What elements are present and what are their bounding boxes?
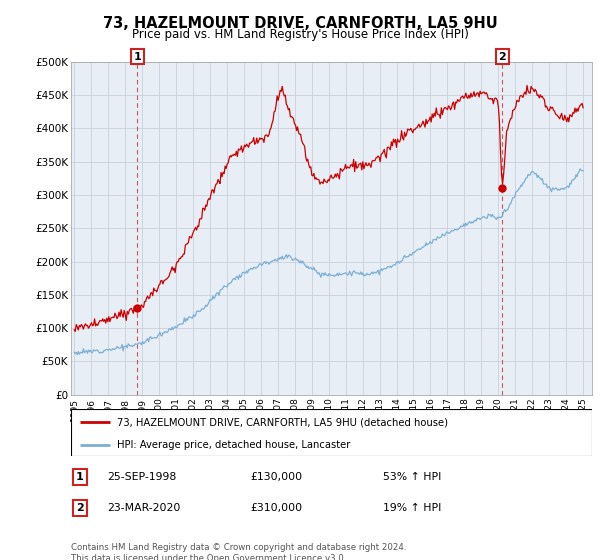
Text: Price paid vs. HM Land Registry's House Price Index (HPI): Price paid vs. HM Land Registry's House … bbox=[131, 28, 469, 41]
Text: HPI: Average price, detached house, Lancaster: HPI: Average price, detached house, Lanc… bbox=[116, 440, 350, 450]
Text: Contains HM Land Registry data © Crown copyright and database right 2024.
This d: Contains HM Land Registry data © Crown c… bbox=[71, 543, 406, 560]
Text: 2: 2 bbox=[76, 503, 83, 513]
Text: 73, HAZELMOUNT DRIVE, CARNFORTH, LA5 9HU (detached house): 73, HAZELMOUNT DRIVE, CARNFORTH, LA5 9HU… bbox=[116, 417, 448, 427]
Text: 2: 2 bbox=[499, 52, 506, 62]
Text: 1: 1 bbox=[76, 472, 83, 482]
Text: 1: 1 bbox=[134, 52, 142, 62]
Text: £310,000: £310,000 bbox=[251, 503, 303, 513]
Text: 53% ↑ HPI: 53% ↑ HPI bbox=[383, 472, 441, 482]
Text: 25-SEP-1998: 25-SEP-1998 bbox=[107, 472, 176, 482]
Text: 19% ↑ HPI: 19% ↑ HPI bbox=[383, 503, 441, 513]
Text: £130,000: £130,000 bbox=[251, 472, 303, 482]
Text: 23-MAR-2020: 23-MAR-2020 bbox=[107, 503, 180, 513]
Text: 73, HAZELMOUNT DRIVE, CARNFORTH, LA5 9HU: 73, HAZELMOUNT DRIVE, CARNFORTH, LA5 9HU bbox=[103, 16, 497, 31]
